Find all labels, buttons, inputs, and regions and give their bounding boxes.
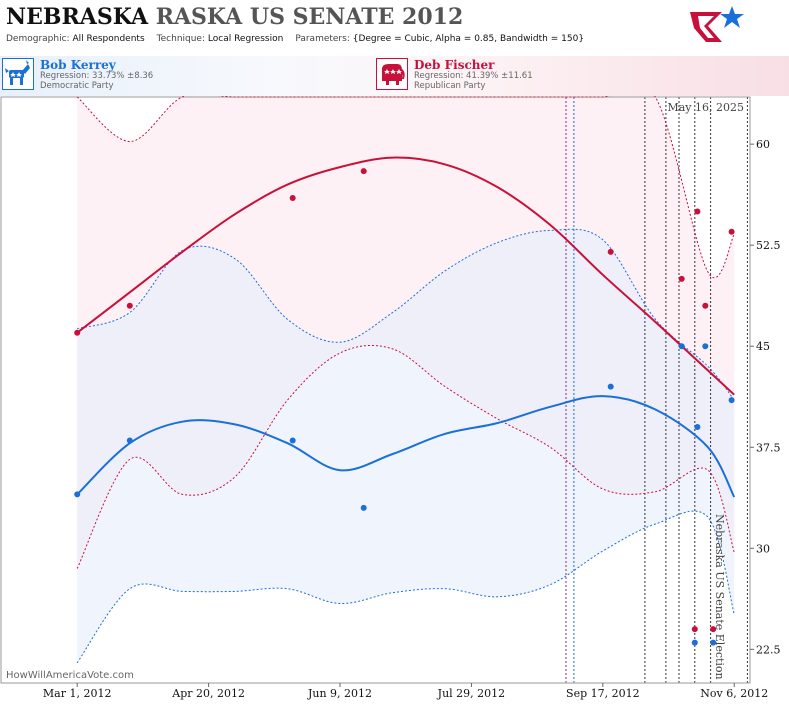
- regression-line: [76, 395, 736, 498]
- candidate-regression: Regression: 41.39% ±11.61: [414, 71, 533, 81]
- polling-chart: 22.5 30 37.5 45 52.5 60 Mar 1, 2012 Apr 20, 20…: [0, 96, 781, 700]
- watermark: HowWillAmericaVote.com: [6, 670, 134, 681]
- y-tick-label: 45: [756, 340, 770, 353]
- x-tick-label: Jul 29, 2012: [437, 687, 506, 700]
- poll-point: [691, 639, 698, 646]
- y-axis: 22.5 30 37.5 45 52.5 60: [750, 138, 781, 656]
- demographic-label: Demographic:: [6, 34, 70, 44]
- side-label: Nebraska US Senate Election: [713, 514, 726, 680]
- technique-value: Local Regression: [207, 34, 284, 44]
- x-tick-label: Apr 20, 2012: [171, 687, 245, 700]
- poll-point: [289, 437, 296, 444]
- confidence-bands: [77, 96, 735, 663]
- chart-title: NEBRASKA RASKA US SENATE 2012: [6, 4, 463, 30]
- poll-point: [728, 228, 735, 235]
- x-tick-label: Mar 1, 2012: [43, 687, 112, 700]
- poll-point: [607, 383, 614, 390]
- y-tick-label: 37.5: [756, 441, 781, 454]
- poll-point: [360, 504, 367, 511]
- technique-label: Technique:: [156, 34, 206, 44]
- poll-point: [694, 208, 701, 215]
- confidence-band: [77, 229, 735, 663]
- x-tick-label: Jun 9, 2012: [307, 687, 372, 700]
- poll-point: [360, 168, 367, 175]
- poll-point: [694, 424, 701, 430]
- y-tick-label: 30: [756, 542, 770, 555]
- regression-line: [76, 156, 735, 396]
- title-race: RASKA US SENATE 2012: [155, 4, 464, 30]
- event-lines: [565, 97, 748, 683]
- candidate-party: Democratic Party: [40, 81, 114, 91]
- y-tick-label: 60: [756, 138, 770, 151]
- confidence-bound-lower: [76, 510, 735, 664]
- candidate-name: Deb Fischer: [414, 58, 495, 72]
- poll-point: [702, 302, 709, 309]
- date-stamp: May 16, 2025: [667, 101, 744, 114]
- candidate-name: Bob Kerrey: [40, 58, 116, 72]
- parameters-value: {Degree = Cubic, Alpha = 0.85, Bandwidth…: [352, 34, 585, 44]
- candidate-party: Republican Party: [414, 81, 486, 91]
- x-tick-label: Nov 6, 2012: [700, 687, 768, 700]
- poll-point: [691, 626, 698, 633]
- y-tick-label: 52.5: [756, 239, 781, 252]
- confidence-bound-upper: [77, 228, 735, 401]
- poll-points: [74, 168, 735, 646]
- poll-point: [607, 248, 614, 255]
- poll-point: [678, 275, 685, 282]
- donkey-icon: [5, 60, 30, 85]
- title-state: NEBRASKA: [6, 4, 149, 30]
- poll-point: [710, 639, 717, 646]
- poll-point: [126, 437, 133, 444]
- regression-lines: [76, 156, 736, 498]
- poll-point: [728, 397, 735, 404]
- y-tick-label: 22.5: [756, 643, 781, 656]
- chart-parameters: Demographic: All Respondents Technique: L…: [6, 34, 584, 44]
- poll-point: [126, 302, 133, 309]
- candidate-legend: Bob Kerrey Regression: 33.73% ±8.36 Demo…: [0, 56, 789, 96]
- parameters-label: Parameters:: [295, 34, 350, 44]
- demographic-value: All Respondents: [72, 34, 145, 44]
- candidate-regression: Regression: 33.73% ±8.36: [40, 71, 154, 81]
- confidence-bounds: [76, 96, 735, 664]
- poll-point: [74, 329, 81, 336]
- chart-header: NEBRASKA RASKA US SENATE 2012 Demographi…: [0, 0, 789, 56]
- elephant-icon: [382, 64, 405, 85]
- x-axis: Mar 1, 2012 Apr 20, 2012 Jun 9, 2012 Jul 29…: [43, 683, 768, 700]
- party-badge-dem: [2, 58, 34, 90]
- poll-point: [678, 343, 685, 350]
- poll-point: [74, 491, 81, 498]
- poll-point: [702, 343, 709, 350]
- party-badge-rep: [376, 58, 408, 90]
- x-tick-label: Sep 17, 2012: [566, 687, 640, 700]
- poll-point: [710, 626, 717, 633]
- poll-point: [289, 195, 296, 201]
- confidence-bound-lower: [76, 344, 735, 569]
- site-logo-icon: [690, 6, 744, 42]
